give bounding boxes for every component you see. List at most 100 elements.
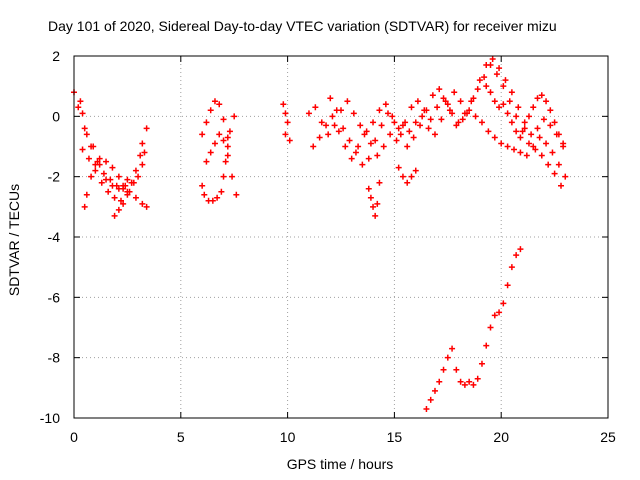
data-point-s16	[423, 405, 430, 412]
data-point-s13	[374, 200, 381, 207]
data-point-s12	[449, 110, 456, 117]
data-point-s10	[536, 134, 543, 141]
data-point-s8	[211, 140, 218, 147]
data-point-s5	[85, 155, 92, 162]
data-point-s10	[382, 101, 389, 108]
y-tick-label: -8	[48, 350, 61, 366]
data-point-s16	[483, 342, 490, 349]
data-point-s2	[103, 158, 110, 165]
data-point-s11	[502, 77, 509, 84]
data-point-s16	[504, 282, 511, 289]
data-point-s15	[517, 134, 524, 141]
data-point-s11	[342, 143, 349, 150]
data-point-s12	[455, 119, 462, 126]
data-point-s3	[115, 185, 122, 192]
data-point-s5	[98, 179, 105, 186]
data-point-s11	[419, 113, 426, 120]
data-point-s12	[384, 110, 391, 117]
data-point-s15	[487, 89, 494, 96]
data-point-s2	[96, 155, 103, 162]
data-point-s12	[468, 98, 475, 105]
data-point-s2	[141, 149, 148, 156]
data-point-s14	[399, 173, 406, 180]
data-point-s5	[130, 179, 137, 186]
data-point-s11	[489, 56, 496, 63]
data-point-s5	[92, 167, 99, 174]
data-point-s11	[457, 98, 464, 105]
data-point-s12	[481, 74, 488, 81]
data-point-s10	[402, 119, 409, 126]
data-point-s7	[201, 191, 208, 198]
data-point-s5	[111, 194, 118, 201]
data-point-s8	[220, 137, 227, 144]
data-point-s12	[436, 86, 443, 93]
data-point-s8	[203, 158, 210, 165]
data-point-s6	[220, 116, 227, 123]
data-point-s11	[431, 131, 438, 138]
data-point-s10	[530, 143, 537, 150]
data-point-s11	[406, 128, 413, 135]
data-point-s12	[346, 137, 353, 144]
data-point-s13	[367, 194, 374, 201]
data-point-s5	[105, 188, 112, 195]
data-point-s10	[344, 98, 351, 105]
x-tick-label: 5	[177, 429, 185, 445]
data-point-s16	[508, 264, 515, 271]
data-point-s9	[282, 110, 289, 117]
data-point-s11	[521, 119, 528, 126]
data-point-s16	[449, 345, 456, 352]
data-point-s11	[310, 143, 317, 150]
x-axis-label: GPS time / hours	[286, 456, 394, 472]
data-point-s10	[511, 146, 518, 153]
data-point-s11	[508, 89, 515, 96]
data-point-s14	[404, 179, 411, 186]
data-point-s12	[423, 107, 430, 114]
data-point-s1	[75, 104, 82, 111]
data-point-s6	[203, 119, 210, 126]
data-point-s14	[412, 167, 419, 174]
x-tick-label: 0	[70, 429, 78, 445]
data-point-s12	[525, 140, 532, 147]
data-point-s16	[444, 354, 451, 361]
data-point-s15	[500, 101, 507, 108]
data-point-s4	[115, 206, 122, 213]
data-point-s11	[451, 89, 458, 96]
data-point-s10	[389, 113, 396, 120]
data-point-s15	[538, 92, 545, 99]
y-tick-label: -10	[40, 410, 60, 426]
data-point-s7	[220, 173, 227, 180]
data-point-s12	[378, 122, 385, 129]
data-point-s11	[425, 125, 432, 132]
data-point-s16	[517, 246, 524, 253]
data-point-s12	[410, 134, 417, 141]
data-point-s1	[100, 170, 107, 177]
x-tick-label: 10	[280, 429, 296, 445]
x-tick-label: 15	[387, 429, 403, 445]
data-point-s11	[540, 116, 547, 123]
data-point-s15	[547, 107, 554, 114]
data-point-s13	[365, 185, 372, 192]
data-point-s11	[361, 131, 368, 138]
data-point-s16	[478, 360, 485, 367]
data-point-s11	[496, 65, 503, 72]
data-point-s10	[434, 104, 441, 111]
data-point-s10	[305, 110, 312, 117]
data-point-s16	[491, 312, 498, 319]
data-point-s7	[218, 188, 225, 195]
data-point-s11	[393, 137, 400, 144]
y-tick-label: -2	[48, 169, 61, 185]
data-point-s16	[457, 378, 464, 385]
data-point-s13	[376, 179, 383, 186]
data-point-s14	[395, 164, 402, 171]
data-point-s12	[340, 125, 347, 132]
data-point-s10	[331, 122, 338, 129]
data-point-s10	[504, 143, 511, 150]
data-point-s10	[363, 128, 370, 135]
data-point-s1	[81, 125, 88, 132]
data-point-s15	[560, 143, 567, 150]
data-point-s11	[335, 128, 342, 135]
data-point-s15	[555, 131, 562, 138]
data-point-s7	[214, 194, 221, 201]
data-point-s11	[355, 143, 362, 150]
data-point-s10	[376, 107, 383, 114]
